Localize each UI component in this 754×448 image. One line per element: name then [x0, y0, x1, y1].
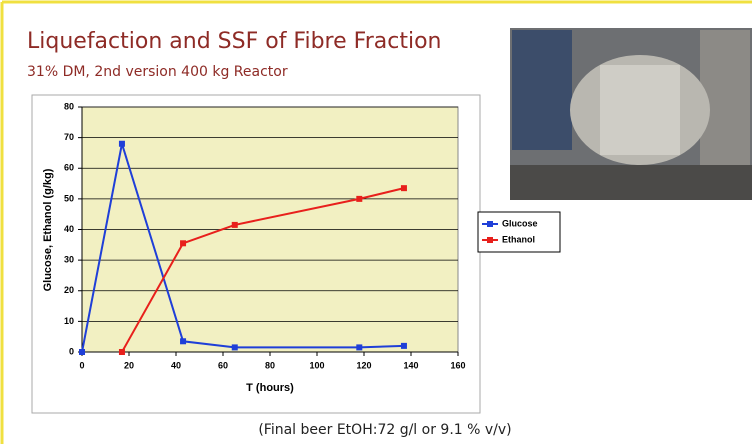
- x-tick-label: 140: [403, 360, 418, 370]
- x-tick-label: 160: [450, 360, 465, 370]
- data-point: [119, 141, 125, 147]
- legend-marker: [487, 221, 493, 227]
- subtitle: 31% DM, 2nd version 400 kg Reactor: [27, 64, 288, 80]
- y-tick-label: 50: [64, 193, 74, 203]
- photo-floor: [510, 165, 752, 200]
- x-tick-label: 80: [265, 360, 275, 370]
- title: Liquefaction and SSF of Fibre Fraction: [27, 29, 441, 54]
- x-tick-label: 60: [218, 360, 228, 370]
- data-point: [401, 185, 407, 191]
- data-point: [232, 344, 238, 350]
- y-tick-label: 0: [69, 346, 74, 356]
- data-point: [180, 240, 186, 246]
- legend-label: Ethanol: [502, 234, 535, 244]
- data-point: [401, 343, 407, 349]
- page: Liquefaction and SSF of Fibre Fraction 3…: [0, 0, 754, 444]
- x-tick-label: 0: [79, 360, 84, 370]
- y-tick-label: 40: [64, 224, 74, 234]
- y-tick-label: 70: [64, 132, 74, 142]
- data-point: [180, 338, 186, 344]
- x-tick-label: 120: [356, 360, 371, 370]
- x-tick-label: 40: [171, 360, 181, 370]
- photo: [510, 28, 752, 200]
- y-tick-label: 10: [64, 316, 74, 326]
- x-axis-label: T (hours): [246, 382, 294, 394]
- data-point: [356, 344, 362, 350]
- data-point: [232, 222, 238, 228]
- data-point: [79, 349, 85, 355]
- y-tick-label: 80: [64, 101, 74, 111]
- x-tick-label: 20: [124, 360, 134, 370]
- photo-panel: [512, 30, 572, 150]
- data-point: [119, 349, 125, 355]
- y-tick-label: 60: [64, 163, 74, 173]
- slide: Liquefaction and SSF of Fibre Fraction 3…: [0, 0, 754, 444]
- x-tick-label: 100: [309, 360, 324, 370]
- legend-label: Glucose: [502, 218, 538, 228]
- legend-marker: [487, 237, 493, 243]
- note: (Final beer EtOH:72 g/l or 9.1 % v/v): [258, 422, 511, 438]
- photo-tank-body: [600, 65, 680, 155]
- y-tick-label: 30: [64, 255, 74, 265]
- y-tick-label: 20: [64, 285, 74, 295]
- data-point: [356, 196, 362, 202]
- y-axis-label: Glucose, Ethanol (g/kg): [42, 168, 54, 291]
